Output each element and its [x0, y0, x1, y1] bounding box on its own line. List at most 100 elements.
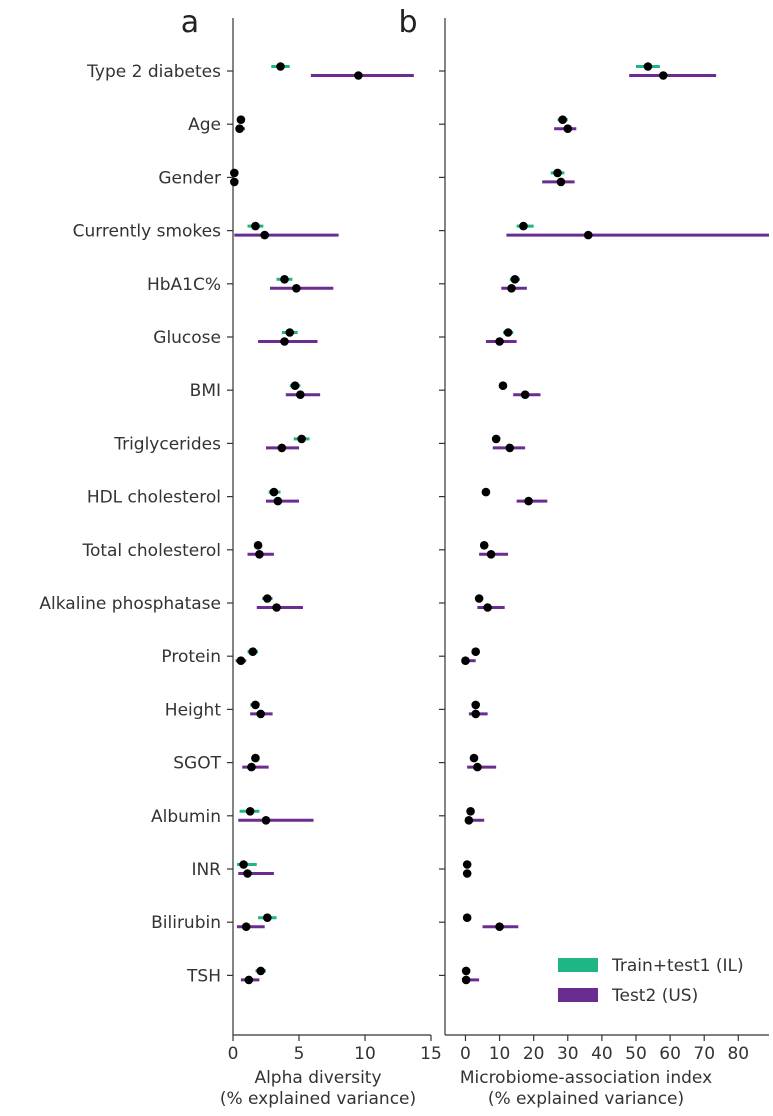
- y-category-label: Age: [188, 115, 221, 135]
- data-point: [297, 434, 306, 444]
- y-category-label: SGOT: [173, 754, 221, 774]
- data-point: [255, 550, 264, 559]
- y-category-label: HDL cholesterol: [87, 488, 221, 508]
- data-point: [495, 337, 504, 346]
- data-point: [256, 966, 266, 976]
- data-point: [290, 381, 300, 391]
- data-point: [251, 700, 260, 710]
- data-point: [505, 443, 515, 453]
- x-tick-label: 70: [693, 1044, 715, 1064]
- data-point: [583, 230, 593, 240]
- data-point: [253, 541, 263, 550]
- data-point: [558, 115, 567, 124]
- x-tick-label: 10: [354, 1044, 376, 1064]
- data-point: [244, 975, 254, 985]
- data-point: [658, 71, 668, 80]
- y-category-label: Height: [165, 700, 222, 720]
- data-point: [230, 168, 239, 178]
- data-point: [524, 496, 533, 506]
- data-point: [296, 390, 305, 400]
- data-point: [461, 656, 470, 665]
- data-point: [486, 550, 496, 559]
- x-tick-label: 60: [659, 1044, 681, 1064]
- data-point: [261, 816, 271, 825]
- data-point: [483, 603, 492, 612]
- x-tick-label: 5: [294, 1044, 305, 1064]
- data-point: [461, 966, 471, 976]
- data-point: [241, 922, 251, 931]
- data-point: [462, 913, 472, 922]
- y-category-label: Triglycerides: [113, 434, 221, 454]
- data-point: [276, 62, 285, 71]
- y-category-label: Albumin: [151, 807, 221, 827]
- x-axis-title: Microbiome-association index: [460, 1068, 712, 1088]
- x-tick-label: 20: [523, 1044, 545, 1064]
- data-point: [520, 390, 530, 400]
- x-axis-title-sub: (% explained variance): [488, 1089, 684, 1109]
- data-point: [507, 284, 516, 293]
- panel-letter-b: b: [398, 5, 417, 40]
- y-category-label: HbA1C%: [147, 275, 221, 295]
- data-point: [464, 816, 474, 825]
- data-point: [471, 700, 480, 710]
- data-point: [251, 753, 260, 763]
- data-point: [563, 124, 573, 133]
- data-point: [273, 496, 283, 506]
- data-point: [462, 869, 472, 878]
- y-category-label: TSH: [186, 966, 221, 986]
- data-point: [461, 975, 471, 985]
- data-point: [495, 922, 504, 931]
- y-category-label: Gender: [158, 168, 221, 188]
- data-point: [491, 434, 501, 444]
- data-point: [462, 860, 472, 869]
- data-point: [556, 177, 566, 187]
- data-point: [263, 594, 272, 603]
- data-point: [236, 115, 246, 124]
- data-point: [474, 594, 484, 603]
- y-category-label: Bilirubin: [151, 913, 221, 933]
- data-point: [553, 168, 562, 178]
- x-tick-label: 10: [489, 1044, 511, 1064]
- panel-letter-a: a: [181, 5, 199, 40]
- y-category-label: Alkaline phosphatase: [39, 594, 221, 614]
- data-point: [236, 656, 246, 665]
- y-category-label: Type 2 diabetes: [86, 62, 221, 82]
- x-axis-title-sub: (% explained variance): [220, 1089, 416, 1109]
- x-axis-title: Alpha diversity: [254, 1068, 381, 1088]
- data-point: [285, 328, 295, 337]
- data-point: [498, 381, 508, 391]
- data-point: [473, 762, 482, 772]
- data-point: [292, 284, 301, 293]
- legend-label: Test2 (US): [611, 986, 698, 1006]
- data-point: [354, 71, 363, 80]
- data-point: [235, 124, 244, 133]
- x-tick-label: 80: [727, 1044, 749, 1064]
- y-category-label: BMI: [190, 381, 221, 401]
- x-tick-label: 15: [420, 1044, 442, 1064]
- data-point: [519, 221, 528, 231]
- data-point: [230, 177, 239, 187]
- y-category-label: INR: [191, 860, 221, 880]
- data-point: [481, 487, 491, 497]
- data-point: [277, 443, 287, 453]
- data-point: [239, 860, 248, 869]
- data-point: [466, 807, 475, 816]
- data-point: [469, 753, 479, 763]
- x-tick-label: 40: [591, 1044, 613, 1064]
- data-point: [243, 869, 252, 878]
- x-tick-label: 30: [557, 1044, 579, 1064]
- data-point: [643, 62, 653, 71]
- data-point: [510, 275, 520, 284]
- y-category-label: Protein: [161, 647, 221, 667]
- legend-swatch: [558, 988, 598, 1002]
- x-tick-label: 0: [228, 1044, 239, 1064]
- data-point: [248, 647, 258, 656]
- data-point: [269, 487, 279, 497]
- legend-swatch: [558, 958, 598, 972]
- data-point: [503, 328, 513, 337]
- data-point: [272, 603, 281, 612]
- data-point: [280, 275, 289, 284]
- y-category-label: Total cholesterol: [81, 541, 221, 561]
- data-point: [471, 647, 480, 656]
